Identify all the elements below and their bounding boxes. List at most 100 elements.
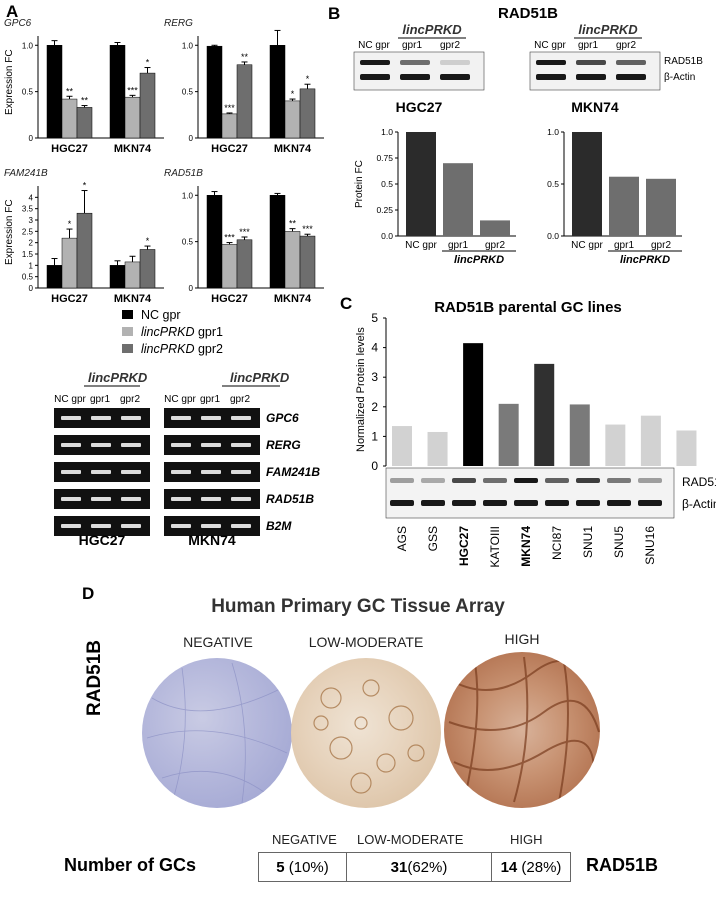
category-label: gpr1 <box>614 240 634 251</box>
blot-membrane <box>529 51 661 91</box>
y-tick-label: 0.5 <box>182 238 194 247</box>
bar <box>221 113 238 139</box>
gel-band <box>61 524 81 528</box>
table-head-negative: NEGATIVE <box>272 832 337 847</box>
gel-group-label: lincPRKD <box>88 370 148 385</box>
gel-band <box>231 497 251 501</box>
y-tick-label: 1 <box>29 261 34 270</box>
legend-swatch-gpr1 <box>122 327 133 336</box>
x-tick-label: SNU16 <box>643 526 657 565</box>
bar <box>269 45 286 139</box>
count-cell-negative: 5 (10%) <box>258 852 347 882</box>
category-label: NC gpr <box>571 240 603 251</box>
blot-title: RAD51B <box>498 5 558 22</box>
blot-band-actin <box>390 500 414 506</box>
category-label: HGC27 <box>211 143 248 155</box>
tissue-core-negative <box>142 658 292 808</box>
western-blot-b: RAD51B lincPRKD NC gpr gpr1 gpr2 HGC27 lincPRK… <box>353 5 703 115</box>
bar <box>299 88 316 139</box>
legend-label-gpr2: gpr2 <box>194 342 223 356</box>
y-tick-label: 0 <box>189 284 194 293</box>
pct-low-moderate: (62%) <box>407 858 448 876</box>
y-tick-label: 2 <box>29 239 34 248</box>
x-tick-label: AGS <box>395 526 409 551</box>
counts-row-label: Number of GCs <box>64 855 197 875</box>
category-label: HGC27 <box>51 143 88 155</box>
count-negative: 5 <box>276 858 285 876</box>
gel-cell-label: HGC27 <box>79 532 126 548</box>
bar <box>534 363 555 466</box>
gel-band <box>61 497 81 501</box>
gel-gene-label: B2M <box>266 519 292 533</box>
blot-band-rad51b <box>390 478 414 483</box>
blot-band-rad51b <box>607 478 631 483</box>
bar <box>676 430 697 466</box>
gel-band <box>231 443 251 447</box>
legend-swatch-gpr2 <box>122 344 133 353</box>
y-axis-label: Normalized Protein levels <box>355 327 367 452</box>
significance-mark: *** <box>239 227 250 237</box>
gel-band <box>201 443 221 447</box>
y-tick-label: 1.0 <box>22 41 34 50</box>
x-tick-label: SNU5 <box>612 526 626 558</box>
y-tick-label: 0.5 <box>22 88 34 97</box>
blot-band-actin <box>483 500 507 506</box>
y-axis-label: Expression FC <box>4 199 15 265</box>
bar <box>392 426 412 466</box>
gel-band <box>91 524 111 528</box>
blot-band-actin <box>360 74 390 80</box>
bar <box>498 403 519 466</box>
bar <box>46 45 63 139</box>
category-label: NC gpr <box>405 240 437 251</box>
significance-mark: * <box>68 219 72 229</box>
gel-lane-label: gpr2 <box>120 394 140 405</box>
category-label: gpr1 <box>448 240 468 251</box>
significance-mark: ** <box>241 52 249 62</box>
level-label-negative: NEGATIVE <box>183 634 253 650</box>
blot-band-actin <box>638 500 662 506</box>
blot-band-rad51b <box>421 478 445 483</box>
category-label: MKN74 <box>114 143 152 155</box>
chart-title: RAD51B parental GC lines <box>434 299 622 316</box>
blot-band-actin <box>545 500 569 506</box>
blot-band-rad51b <box>440 60 470 65</box>
blot-lane-label: gpr1 <box>578 40 598 51</box>
y-tick-label: 3 <box>371 370 378 384</box>
legend-item-nc: NC gpr <box>122 307 223 324</box>
table-head-high: HIGH <box>510 832 543 847</box>
y-tick-label: 0 <box>371 459 378 473</box>
legend-swatch-nc <box>122 310 133 319</box>
gel-band <box>121 443 141 447</box>
blot-band-rad51b <box>638 478 662 483</box>
bar <box>139 249 156 289</box>
significance-mark: *** <box>302 224 313 234</box>
bar <box>109 45 126 139</box>
bar <box>569 404 590 466</box>
gel-band <box>61 443 81 447</box>
gel-band <box>91 497 111 501</box>
blot-band-label: β-Actin <box>664 72 695 83</box>
pct-high: (28%) <box>517 858 562 876</box>
blot-lane-label: gpr1 <box>402 40 422 51</box>
y-tick-label: 1.5 <box>22 250 34 259</box>
category-label: MKN74 <box>274 143 312 155</box>
x-tick-label: MKN74 <box>519 526 533 567</box>
x-tick-label: SNU1 <box>581 526 595 558</box>
legend-item-gpr2: lincPRKD gpr2 <box>122 341 223 358</box>
gel-gene-label: GPC6 <box>266 411 299 425</box>
y-tick-label: 1.0 <box>547 127 559 137</box>
gel-band <box>91 416 111 420</box>
chart-title: GPC6 <box>4 18 32 29</box>
y-tick-label: 4 <box>371 341 378 355</box>
blot-lane-label: gpr2 <box>440 40 460 51</box>
gel-band <box>201 524 221 528</box>
y-tick-label: 4 <box>29 193 34 202</box>
bar <box>76 107 93 139</box>
significance-mark: ** <box>81 96 89 106</box>
y-tick-label: 2.5 <box>22 227 34 236</box>
count-high: 14 <box>500 858 518 876</box>
legend-label-gpr1-italic: lincPRKD <box>141 325 195 339</box>
chart-title: FAM241B <box>4 168 48 179</box>
bar <box>609 176 639 236</box>
